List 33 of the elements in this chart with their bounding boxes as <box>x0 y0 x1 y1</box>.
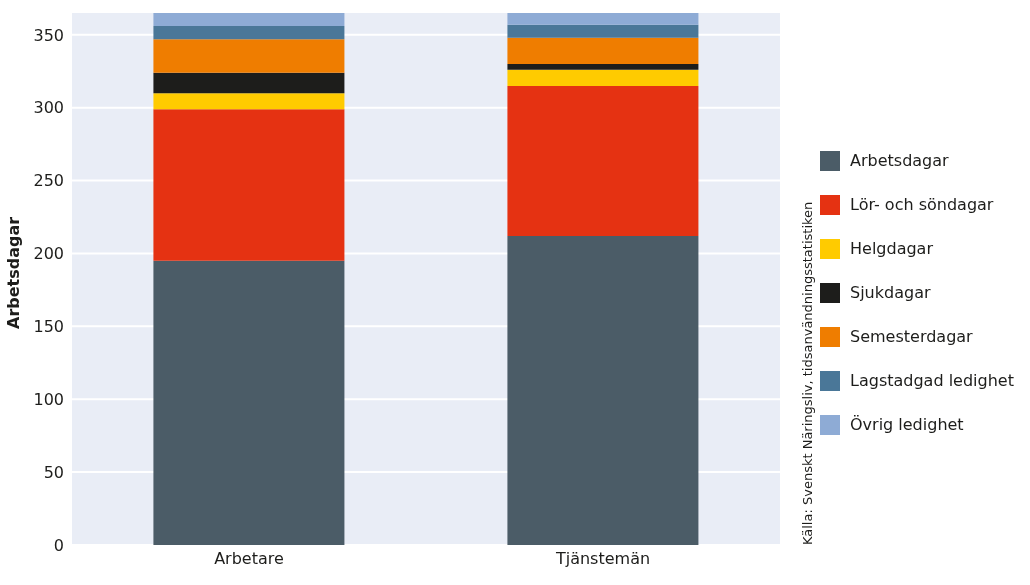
y-tick-label: 50 <box>43 462 64 482</box>
bar <box>507 85 699 236</box>
x-tick-label: Tjänstemän <box>554 549 651 569</box>
y-axis-title: Arbetsdagar <box>3 216 23 329</box>
text: Källa: Svenskt Näringsliv, tidsanvändningsstatistiken <box>800 201 815 545</box>
bar <box>153 93 345 110</box>
legend-label: Arbetsdagar <box>850 150 949 170</box>
bar <box>507 24 699 38</box>
legend-label: Helgdagar <box>850 238 933 258</box>
y-tick-label: 250 <box>33 171 64 191</box>
y-tick-label: 150 <box>33 317 64 337</box>
bar <box>507 13 699 25</box>
bar <box>507 69 699 86</box>
x-tick-label: Arbetare <box>214 549 284 569</box>
legend-label: Lör- och söndagar <box>850 194 994 214</box>
legend-label: Semesterdagar <box>850 326 973 346</box>
y-tick-label: 350 <box>33 25 64 45</box>
y-tick-label: 300 <box>33 98 64 118</box>
bar <box>153 260 345 545</box>
legend-label: Lagstadgad ledighet <box>850 370 1014 390</box>
bar <box>507 236 699 545</box>
y-tick-label: 200 <box>33 244 64 264</box>
y-tick-label: 100 <box>33 389 64 409</box>
bar <box>153 26 345 40</box>
bar <box>153 13 345 27</box>
legend-label: Sjukdagar <box>850 282 931 302</box>
bar <box>153 39 345 73</box>
bar <box>507 64 699 70</box>
bar <box>153 109 345 261</box>
bar <box>153 72 345 94</box>
bar <box>507 37 699 65</box>
y-tick-label: 0 <box>53 535 64 555</box>
legend-label: Övrig ledighet <box>850 414 964 434</box>
